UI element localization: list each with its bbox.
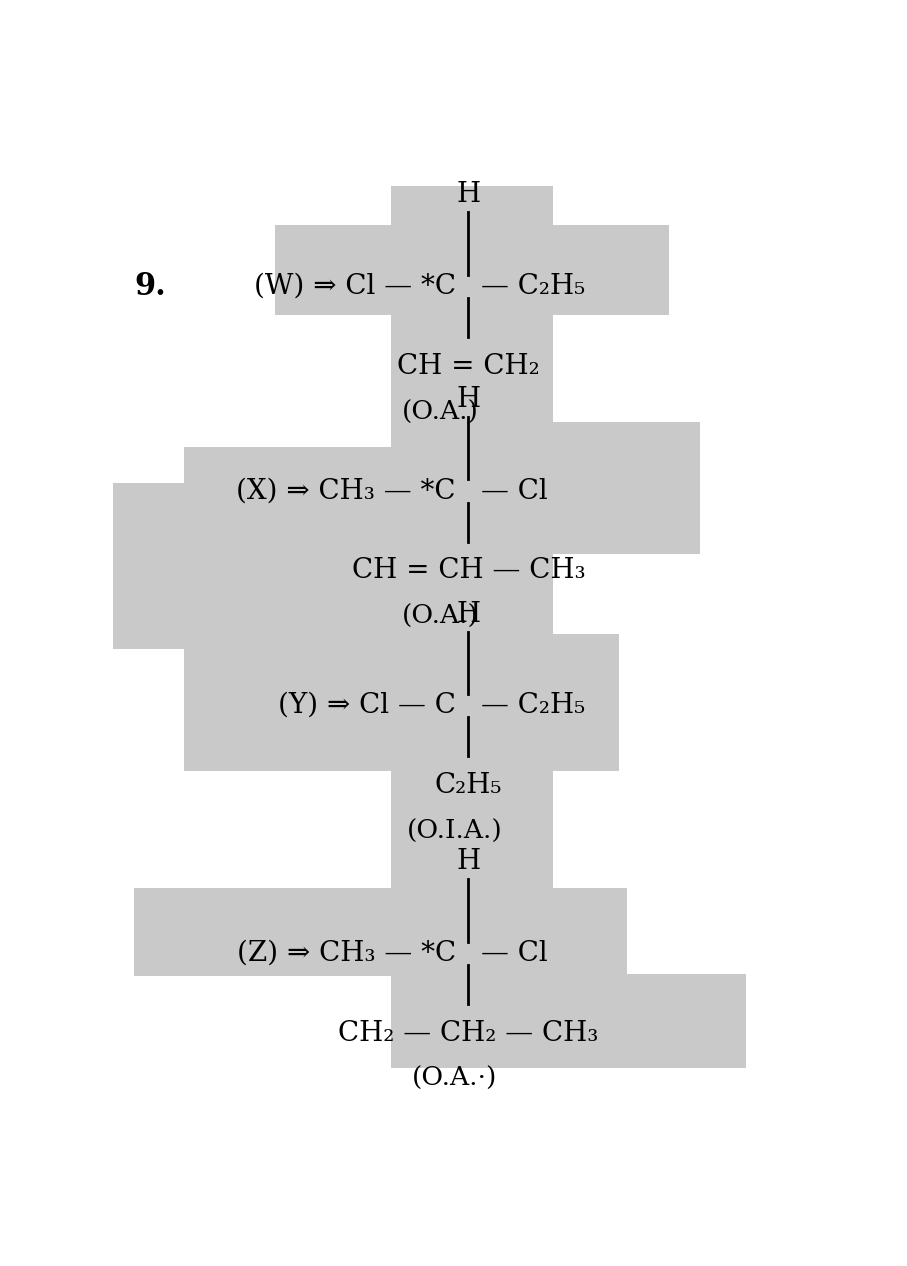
Bar [391,186,552,357]
Text: H: H [456,848,481,875]
Bar [391,639,552,747]
Bar [113,484,391,649]
Text: H: H [456,181,481,209]
Text: — C₂H₅: — C₂H₅ [481,273,585,300]
Text: (W) ⇒ Cl — *C: (W) ⇒ Cl — *C [254,273,455,300]
Text: (O.A.): (O.A.) [402,604,479,629]
Text: (O.A.): (O.A.) [402,400,479,424]
Bar [391,768,552,884]
Bar [183,447,662,537]
Bar [391,352,552,444]
Bar [391,881,552,985]
Text: (O.I.A.): (O.I.A.) [406,819,502,843]
Text: H: H [456,386,481,413]
Bar [391,974,746,1069]
Text: CH₂ — CH₂ — CH₃: CH₂ — CH₂ — CH₃ [338,1019,599,1047]
Text: — Cl: — Cl [481,477,548,505]
Text: (Y) ⇒ Cl — C: (Y) ⇒ Cl — C [278,693,455,719]
Text: (O.A.·): (O.A.·) [412,1066,497,1091]
Text: (X) ⇒ CH₃ — *C: (X) ⇒ CH₃ — *C [236,477,455,505]
Text: — Cl: — Cl [481,939,548,967]
Bar [391,552,552,649]
Bar [391,422,700,553]
Text: (Z) ⇒ CH₃ — *C: (Z) ⇒ CH₃ — *C [237,939,455,967]
Bar [134,887,627,976]
Text: 9.: 9. [134,271,166,303]
Text: CH = CH₂: CH = CH₂ [397,353,540,380]
Text: CH = CH — CH₃: CH = CH — CH₃ [352,557,585,585]
Text: C₂H₅: C₂H₅ [434,772,502,799]
Bar [391,417,552,553]
Text: H: H [456,600,481,628]
Bar [183,634,619,771]
Bar [275,225,668,315]
Text: — C₂H₅: — C₂H₅ [481,693,585,719]
